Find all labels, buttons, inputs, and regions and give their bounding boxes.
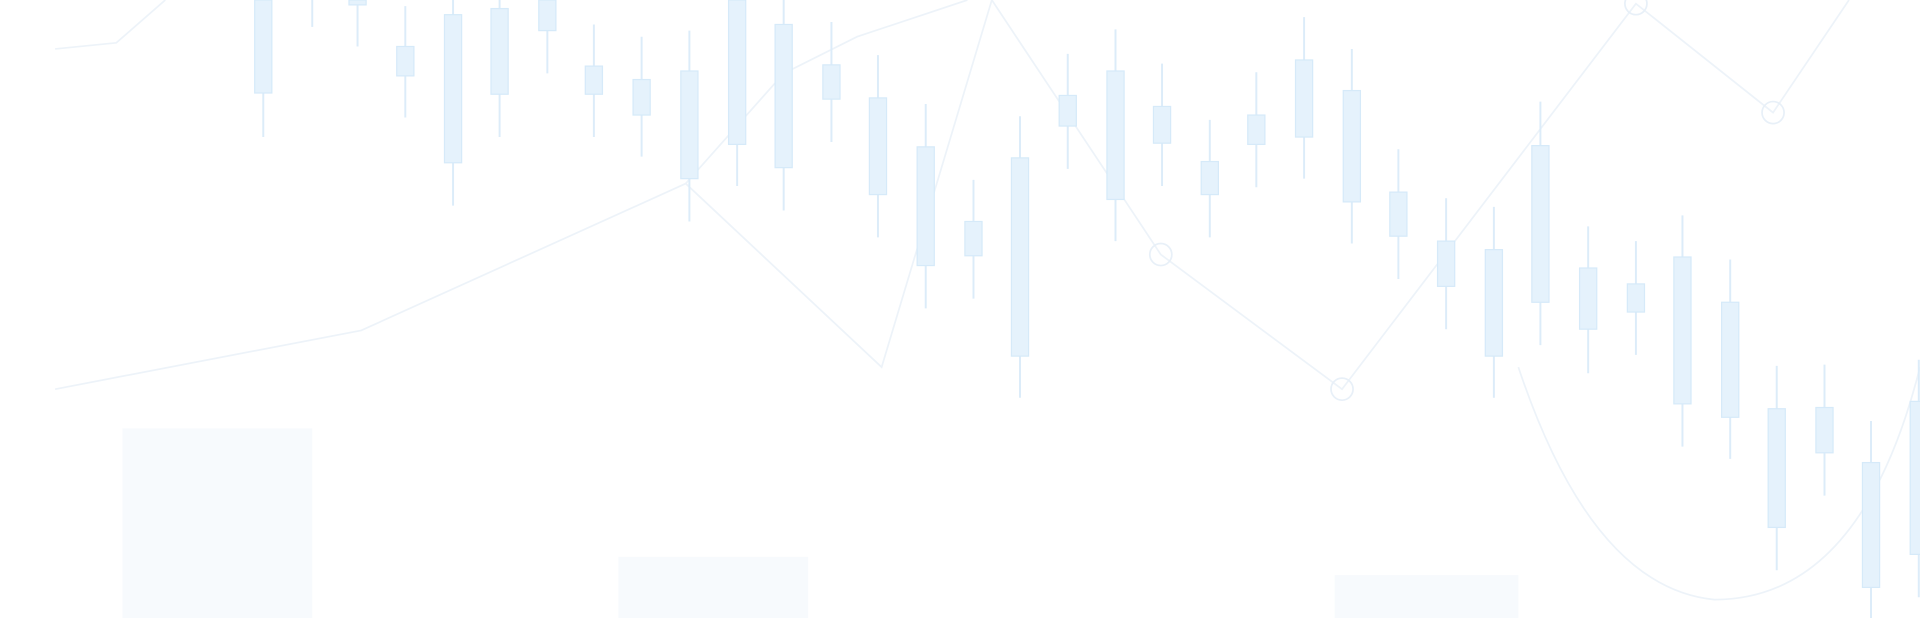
trend-line <box>54 0 993 390</box>
candle-body <box>964 220 983 257</box>
candle-body <box>443 14 463 164</box>
candle-body <box>1626 283 1646 313</box>
candle-body <box>1861 461 1881 589</box>
candle-body <box>1058 94 1077 127</box>
candle-body <box>1010 157 1030 357</box>
candle-body <box>1531 145 1550 303</box>
candle-body <box>727 0 747 146</box>
candle-body <box>822 64 841 100</box>
candle-body <box>1106 70 1125 201</box>
ghost-block <box>1334 575 1519 618</box>
trend-line <box>55 0 166 50</box>
candle-body <box>1909 400 1920 555</box>
candle-body <box>868 97 888 196</box>
candle-body <box>348 0 367 6</box>
trend-curve <box>1517 366 1920 601</box>
candle-body <box>1342 89 1362 203</box>
candle-body <box>916 146 935 267</box>
trend-point <box>1624 0 1648 16</box>
candle-body <box>490 7 509 95</box>
candle-body <box>584 65 604 95</box>
candle-body <box>1767 408 1786 529</box>
trend-point <box>1761 100 1785 125</box>
candle-body <box>538 0 557 32</box>
candle-body <box>1484 249 1504 357</box>
candle-body <box>1673 256 1692 405</box>
candle-body <box>1815 406 1834 454</box>
candle-body <box>680 70 699 180</box>
candle-body <box>1152 105 1172 144</box>
candle-body <box>774 23 793 169</box>
candle-body <box>396 45 415 77</box>
trend-line <box>991 0 1850 391</box>
ghost-block <box>618 556 809 618</box>
candle-body <box>1200 160 1219 196</box>
candle-body <box>1294 59 1314 138</box>
candles <box>254 0 1920 618</box>
candle-body <box>632 78 651 116</box>
candle-body <box>1247 114 1266 146</box>
trend-point <box>1330 377 1354 402</box>
candle-body <box>1721 301 1740 418</box>
candle-body <box>1578 267 1598 330</box>
candle-body <box>1436 240 1456 287</box>
candle-body <box>254 0 273 94</box>
ghost-block <box>122 428 313 618</box>
candle-body <box>1389 191 1408 237</box>
trend-point <box>1148 242 1173 267</box>
